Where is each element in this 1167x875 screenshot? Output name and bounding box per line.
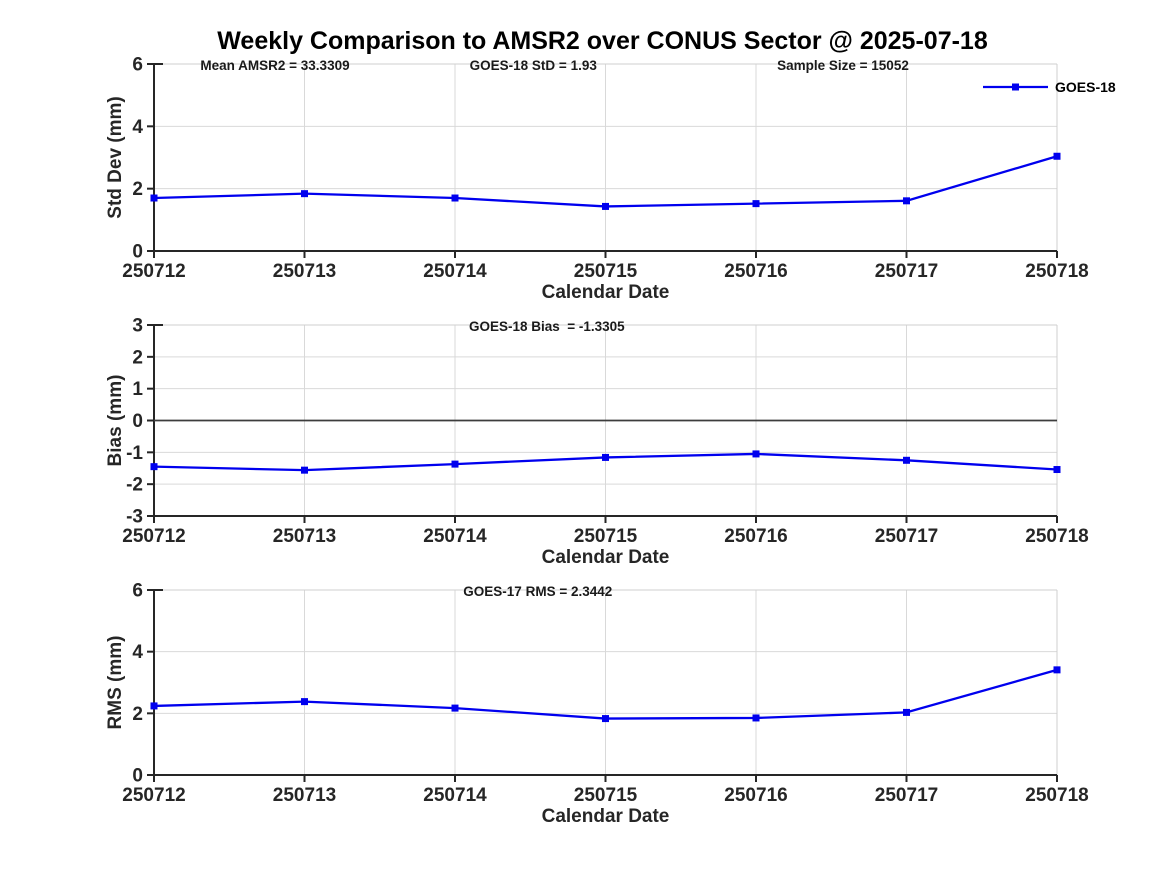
annotation: GOES-18 Bias = -1.3305 xyxy=(469,319,625,334)
x-tick-label: 250715 xyxy=(574,785,638,806)
y-tick-label: 4 xyxy=(132,642,143,663)
series-marker xyxy=(602,715,609,723)
y-tick-label: 0 xyxy=(132,411,143,432)
series-marker xyxy=(301,698,308,706)
x-tick-label: 250712 xyxy=(122,526,185,547)
series-marker xyxy=(301,190,308,198)
x-tick-label: 250716 xyxy=(724,526,787,547)
y-tick-label: 2 xyxy=(132,179,143,200)
series-marker xyxy=(1053,152,1061,160)
series-marker xyxy=(602,453,609,461)
x-tick-label: 250715 xyxy=(574,261,638,282)
annotation: Mean AMSR2 = 33.3309 xyxy=(200,58,349,73)
x-axis-label: Calendar Date xyxy=(542,806,670,827)
y-tick-label: -3 xyxy=(126,507,143,528)
x-axis-label: Calendar Date xyxy=(542,547,670,568)
y-tick-label: 1 xyxy=(132,379,143,400)
x-tick-label: 250713 xyxy=(273,785,336,806)
x-tick-label: 250717 xyxy=(875,526,938,547)
y-tick-label: 2 xyxy=(132,347,143,368)
x-tick-label: 250714 xyxy=(423,785,487,806)
x-tick-label: 250716 xyxy=(724,261,787,282)
x-tick-label: 250714 xyxy=(423,526,487,547)
y-tick-label: 3 xyxy=(132,316,143,337)
subplot-rms: 0 2 4 6 250712 250713 250714 250715 250716 250717… xyxy=(105,581,1089,828)
series-marker xyxy=(150,702,158,710)
x-tick-label: 250718 xyxy=(1025,785,1088,806)
x-axis-label: Calendar Date xyxy=(542,282,670,303)
series-marker xyxy=(903,708,910,716)
series-marker xyxy=(150,463,158,471)
subplot-std-dev: 0 2 4 6 250712 250713 250714 250715 250716 250717… xyxy=(105,55,1116,304)
legend: GOES-18 xyxy=(983,79,1116,95)
y-tick-label: -1 xyxy=(126,443,143,464)
series-marker xyxy=(602,202,609,210)
y-tick-label: 0 xyxy=(132,242,143,263)
series-marker xyxy=(1053,666,1061,674)
y-tick-label: 2 xyxy=(132,704,143,725)
series-marker xyxy=(451,194,459,202)
y-tick-label: -2 xyxy=(126,475,143,496)
figure-title: Weekly Comparison to AMSR2 over CONUS Se… xyxy=(217,27,988,55)
y-tick-label: 4 xyxy=(132,117,143,138)
series-marker xyxy=(451,460,459,468)
series-marker xyxy=(752,714,760,722)
x-tick-label: 250714 xyxy=(423,261,487,282)
series-marker xyxy=(752,200,760,208)
x-tick-label: 250717 xyxy=(875,785,938,806)
series-marker xyxy=(752,450,760,458)
x-tick-label: 250713 xyxy=(273,526,336,547)
x-tick-label: 250715 xyxy=(574,526,638,547)
annotation: Sample Size = 15052 xyxy=(777,58,909,73)
series-marker xyxy=(451,704,459,712)
y-axis-label: RMS (mm) xyxy=(105,636,126,730)
y-tick-label: 6 xyxy=(132,55,143,76)
legend-marker xyxy=(1012,83,1019,91)
x-tick-label: 250718 xyxy=(1025,261,1088,282)
series-marker xyxy=(150,194,158,202)
series-marker xyxy=(903,456,910,464)
x-tick-label: 250718 xyxy=(1025,526,1088,547)
series-marker xyxy=(903,197,910,205)
x-tick-label: 250717 xyxy=(875,261,938,282)
x-tick-label: 250712 xyxy=(122,261,185,282)
x-tick-label: 250716 xyxy=(724,785,787,806)
annotation: GOES-17 RMS = 2.3442 xyxy=(463,584,612,599)
x-tick-label: 250713 xyxy=(273,261,336,282)
y-axis-label: Bias (mm) xyxy=(105,375,126,467)
subplot-bias: -3 -2 -1 0 1 2 3 250712 250713 250714 250715 250716… xyxy=(105,316,1089,569)
series-marker xyxy=(301,466,308,474)
annotation: GOES-18 StD = 1.93 xyxy=(470,58,598,73)
series-marker xyxy=(1053,466,1061,474)
x-tick-label: 250712 xyxy=(122,785,185,806)
y-tick-label: 6 xyxy=(132,581,143,602)
legend-label: GOES-18 xyxy=(1055,79,1116,95)
y-axis-label: Std Dev (mm) xyxy=(105,96,126,218)
y-tick-label: 0 xyxy=(132,766,143,787)
